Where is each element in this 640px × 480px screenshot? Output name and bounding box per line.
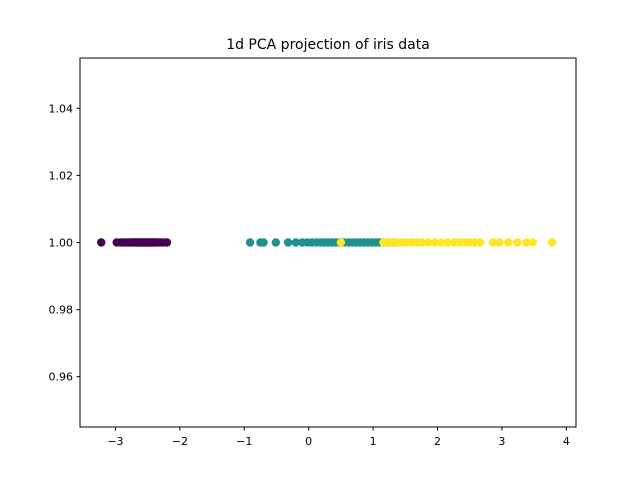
x-tick-label: −2: [172, 435, 188, 448]
y-tick-label: 1.04: [49, 102, 74, 115]
data-point: [475, 238, 485, 247]
y-tick-label: 1.02: [49, 169, 74, 182]
series-1: [245, 238, 398, 247]
data-point: [488, 238, 498, 247]
data-point: [271, 238, 281, 247]
data-point: [430, 238, 440, 247]
x-tick-label: 2: [434, 435, 441, 448]
data-point: [417, 238, 427, 247]
data-point: [495, 238, 504, 247]
series-2: [336, 238, 557, 247]
data-point: [528, 238, 538, 247]
y-tick-label: 0.96: [49, 371, 74, 384]
data-point: [162, 238, 172, 247]
data-point: [513, 238, 522, 247]
chart-title: 1d PCA projection of iris data: [226, 37, 430, 53]
data-point: [259, 238, 268, 247]
data-point: [437, 238, 446, 247]
data-point: [522, 238, 531, 247]
x-tick-label: 0: [305, 435, 312, 448]
data-point: [336, 238, 346, 247]
data-point: [283, 238, 293, 247]
series-0: [97, 238, 172, 247]
data-points: [97, 238, 557, 247]
data-point: [443, 238, 453, 247]
x-tick-label: −3: [107, 435, 123, 448]
x-tick-label: −1: [236, 435, 252, 448]
x-tick-label: 1: [370, 435, 377, 448]
data-point: [245, 238, 255, 247]
x-tick-label: 3: [498, 435, 505, 448]
y-axis: 0.96 0.98 1.00 1.02 1.04: [49, 102, 80, 384]
data-point: [97, 238, 106, 247]
y-tick-label: 0.98: [49, 304, 74, 317]
y-tick-label: 1.00: [49, 237, 74, 250]
data-point: [504, 238, 513, 247]
data-point: [424, 238, 433, 247]
data-point: [547, 238, 557, 247]
x-tick-label: 4: [563, 435, 570, 448]
plot-frame: [79, 57, 577, 428]
data-point: [291, 238, 300, 247]
x-axis: −3 −2 −1 0 1 2 3 4: [107, 427, 570, 448]
